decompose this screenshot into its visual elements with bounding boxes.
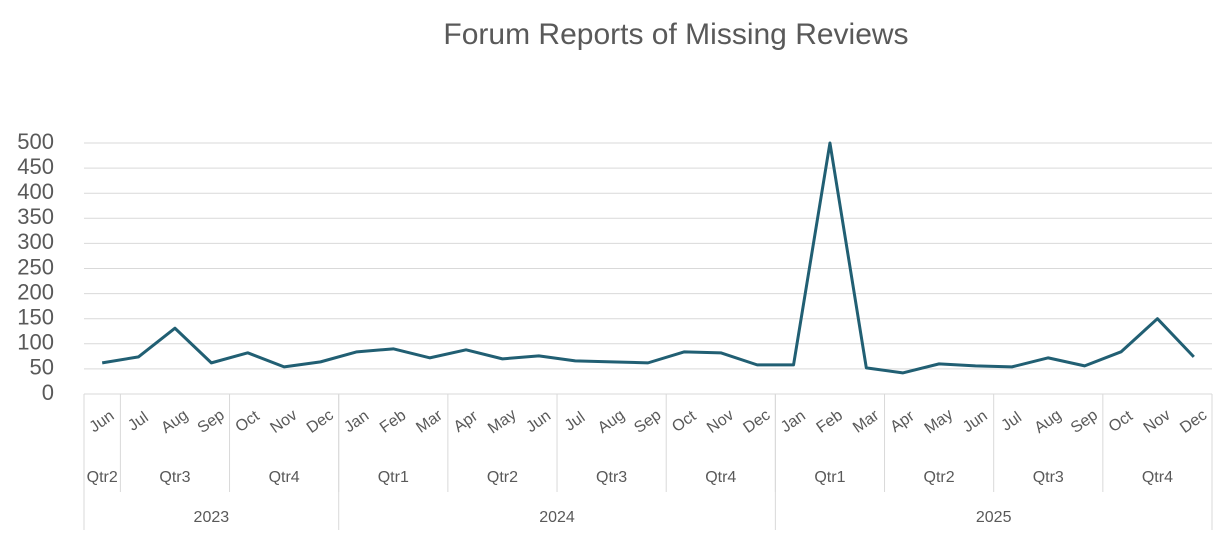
y-tick-label: 400 bbox=[17, 179, 54, 204]
data-line bbox=[101, 141, 1195, 375]
quarter-label: Qtr3 bbox=[159, 469, 190, 486]
quarter-label: Qtr4 bbox=[1142, 469, 1173, 486]
quarter-label: Qtr4 bbox=[269, 469, 300, 486]
y-tick-label: 150 bbox=[17, 305, 54, 330]
quarter-label: Qtr2 bbox=[87, 469, 118, 486]
quarter-label: Qtr2 bbox=[924, 469, 955, 486]
y-tick-label: 300 bbox=[17, 229, 54, 254]
chart-title: Forum Reports of Missing Reviews bbox=[443, 18, 908, 51]
year-label: 2024 bbox=[539, 509, 575, 526]
y-tick-label: 250 bbox=[17, 254, 54, 279]
y-tick-label: 50 bbox=[30, 355, 54, 380]
y-tick-label: 200 bbox=[17, 279, 54, 304]
year-label: 2025 bbox=[976, 509, 1012, 526]
year-label: 2023 bbox=[194, 509, 230, 526]
quarter-label: Qtr1 bbox=[378, 469, 409, 486]
y-tick-label: 350 bbox=[17, 204, 54, 229]
y-tick-label: 450 bbox=[17, 154, 54, 179]
quarter-label: Qtr2 bbox=[487, 469, 518, 486]
quarter-label: Qtr1 bbox=[814, 469, 845, 486]
y-tick-label: 100 bbox=[17, 330, 54, 355]
quarter-label: Qtr4 bbox=[705, 469, 736, 486]
quarter-label: Qtr3 bbox=[1033, 469, 1064, 486]
y-tick-label: 500 bbox=[17, 129, 54, 154]
y-tick-label: 0 bbox=[42, 380, 54, 405]
quarter-label: Qtr3 bbox=[596, 469, 627, 486]
